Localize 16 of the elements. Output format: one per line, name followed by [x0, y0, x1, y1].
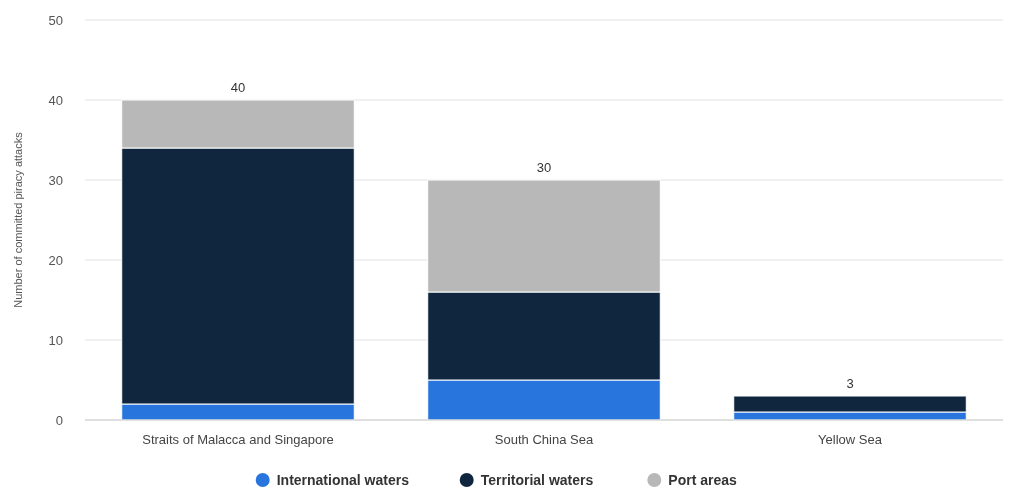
total-label: 40 [230, 80, 246, 95]
y-tick-label: 20 [48, 252, 63, 268]
y-axis-title: Number of committed piracy attacks [12, 131, 24, 308]
y-tick-label: 40 [48, 92, 63, 108]
y-tick-label: 10 [48, 332, 63, 348]
total-label: 3 [846, 376, 854, 391]
y-tick-label: 0 [55, 412, 63, 428]
x-tick-label: Straits of Malacca and Singapore [142, 432, 334, 447]
x-tick-label: South China Sea [494, 432, 594, 447]
y-tick-label: 50 [48, 12, 63, 28]
total-label: 30 [536, 160, 552, 175]
legend-label: International waters [276, 471, 410, 488]
legend-label: Territorial waters [480, 471, 594, 488]
y-tick-label: 30 [48, 172, 63, 188]
x-tick-label: Yellow Sea [818, 432, 883, 447]
legend-label: Port areas [668, 471, 737, 488]
